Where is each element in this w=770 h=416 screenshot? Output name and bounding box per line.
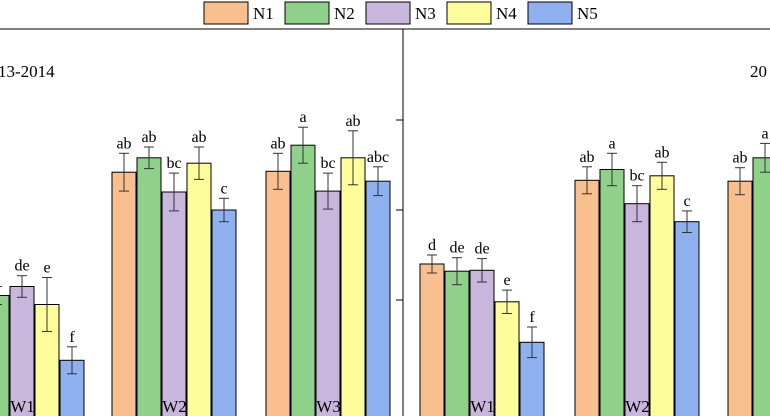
bar-n2-w2 [599,169,625,416]
significance-label: abc [367,149,389,166]
bar-n4-w3 [340,157,366,416]
legend-swatch-n3 [365,1,411,25]
x-tick-label: W2 [162,397,187,416]
bar-n2-w3 [752,157,770,416]
legend-label-n3: N3 [415,4,436,23]
bar-n4-w1 [494,301,520,416]
legend-swatch-n2 [284,1,330,25]
bar-n3-w2 [161,191,187,416]
significance-label: bc [166,155,181,172]
x-tick-label: W1 [10,397,35,416]
significance-label: ab [116,135,131,152]
bar-n5-w3 [365,180,391,416]
bar-n3-w1 [9,286,35,416]
bar-n4-w2 [649,175,675,416]
legend-label-n5: N5 [577,4,598,23]
significance-label: f [529,309,535,326]
chart-frames [0,28,770,416]
significance-label: ab [191,129,206,146]
bar-n1-w2 [111,171,137,416]
legend: N1 N2 N3 N4 N5 [203,1,598,25]
significance-label: de [449,240,464,257]
x-tick-label: W3 [316,397,341,416]
significance-label: ab [270,135,285,152]
significance-label: de [474,241,489,258]
bar-n3-w2 [624,203,650,416]
x-tick-label: W2 [625,397,650,416]
x-tick-label: W1 [470,397,495,416]
panel-2014-2015: 20ddedeefW1ababcabcW2abaW3 [396,62,770,416]
bar-n3-w3 [315,190,341,416]
bar-n2-w1 [444,270,470,416]
bar-n2-w1 [0,295,10,416]
significance-label: e [503,272,510,289]
significance-label: a [299,109,306,126]
bar-n1-w2 [574,179,600,416]
legend-label-n4: N4 [496,4,517,23]
legend-label-n1: N1 [253,4,274,23]
panel-title: 20 [750,62,767,81]
significance-label: ab [732,150,747,167]
bar-n1-w3 [265,170,291,416]
significance-label: d [428,237,436,254]
significance-label: c [220,180,227,197]
bar-n5-w2 [674,221,700,416]
legend-label-n2: N2 [334,4,355,23]
significance-label: ab [141,129,156,146]
significance-label: f [69,329,75,346]
significance-label: a [608,135,615,152]
significance-label: ab [345,113,360,130]
bar-n2-w2 [136,157,162,416]
significance-label: a [761,125,768,142]
bar-n4-w2 [186,162,212,416]
bar-n1-w3 [727,180,753,416]
significance-label: ab [579,149,594,166]
significance-label: ab [654,144,669,161]
legend-swatch-n5 [527,1,573,25]
bar-n5-w2 [211,209,237,416]
significance-label: bc [629,168,644,185]
bar-n3-w1 [469,269,495,416]
significance-label: c [683,193,690,210]
legend-swatch-n1 [203,1,249,25]
significance-label: de [14,258,29,275]
panel-title: 13-2014 [0,62,55,81]
significance-label: bc [320,155,335,172]
bar-n1-w1 [419,263,445,416]
bar-n2-w3 [290,144,316,416]
legend-swatch-n4 [446,1,492,25]
significance-label: e [43,260,50,277]
